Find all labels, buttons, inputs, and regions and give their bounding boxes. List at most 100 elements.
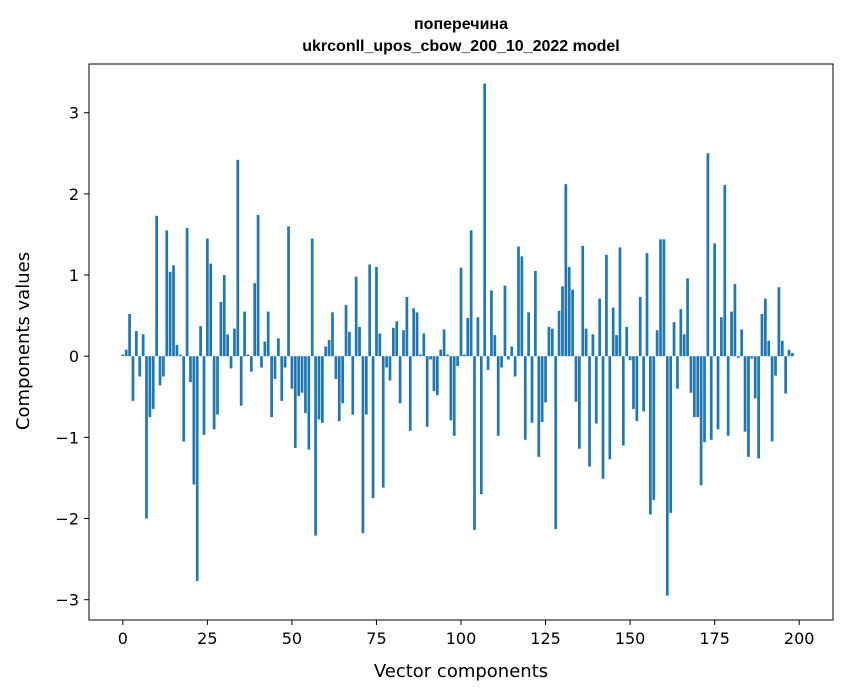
bar	[375, 266, 378, 357]
bar	[368, 264, 372, 357]
bar	[506, 356, 510, 360]
bar	[412, 308, 416, 357]
bar	[601, 356, 605, 479]
bar	[784, 356, 788, 394]
bar	[206, 238, 209, 357]
bar	[283, 356, 287, 368]
bar	[679, 309, 683, 357]
bar	[402, 330, 405, 357]
bar	[364, 356, 368, 415]
bar	[256, 214, 260, 357]
bar	[199, 326, 202, 357]
bar	[493, 335, 497, 357]
bar	[155, 215, 158, 357]
bar	[503, 285, 507, 357]
bar	[483, 83, 487, 357]
bar	[632, 356, 635, 409]
x-tick-label: 125	[530, 629, 561, 648]
bar	[578, 356, 581, 449]
bar	[625, 326, 629, 357]
bar	[740, 329, 744, 357]
bar	[381, 356, 385, 488]
bar	[615, 335, 618, 357]
bar	[266, 311, 270, 357]
bar	[371, 356, 375, 499]
y-axis-label: Components values	[13, 252, 34, 430]
bar	[243, 311, 246, 357]
x-tick-label: 200	[784, 629, 815, 648]
bar	[158, 356, 162, 386]
bar	[182, 356, 186, 442]
bar	[408, 356, 412, 431]
bar	[260, 356, 263, 368]
bar	[141, 334, 145, 357]
bar	[574, 356, 578, 402]
x-axis-ticks: 0 25 50 75 100 125 150 175 200	[118, 620, 815, 648]
bar	[331, 312, 334, 357]
bar	[304, 356, 307, 414]
bar	[388, 356, 392, 381]
bar	[151, 356, 155, 409]
bar	[324, 346, 328, 357]
bar	[195, 356, 199, 582]
bar	[341, 356, 344, 404]
bar	[246, 354, 250, 357]
bar	[564, 184, 568, 357]
bar	[686, 278, 689, 357]
bar	[791, 352, 794, 357]
bar	[584, 328, 588, 357]
x-tick-label: 50	[282, 629, 302, 648]
bar	[219, 301, 223, 357]
bar	[638, 296, 642, 357]
bar	[730, 311, 733, 357]
bar	[216, 356, 219, 415]
bar	[588, 356, 591, 467]
bar	[378, 333, 382, 357]
bar	[297, 356, 301, 396]
bar	[490, 290, 493, 357]
bar	[432, 356, 436, 392]
bar	[726, 356, 730, 436]
bar	[222, 275, 226, 357]
bars-group	[121, 83, 794, 596]
y-tick-label: −1	[55, 428, 79, 447]
bar	[743, 356, 747, 432]
bar	[534, 270, 537, 357]
bar	[239, 356, 243, 406]
bar	[611, 307, 615, 357]
bar	[172, 265, 175, 357]
y-tick-label: −2	[55, 510, 79, 529]
bar	[405, 296, 409, 357]
bar	[429, 356, 432, 360]
bar	[676, 356, 679, 389]
x-tick-label: 175	[699, 629, 730, 648]
bar	[635, 356, 639, 422]
bar	[392, 327, 395, 357]
bar	[567, 266, 571, 357]
bar	[419, 354, 422, 357]
bar	[750, 356, 754, 359]
bar	[787, 349, 791, 357]
bar	[185, 227, 189, 357]
bar	[652, 356, 656, 500]
bar	[682, 334, 686, 357]
bar	[463, 354, 466, 357]
x-tick-label: 75	[366, 629, 386, 648]
bar	[774, 356, 777, 376]
bar	[530, 356, 534, 423]
bar	[456, 356, 459, 366]
y-axis-ticks: −3 −2 −1 0 1 2 3	[55, 104, 89, 610]
bar	[466, 318, 470, 357]
bar	[351, 356, 355, 415]
bar	[628, 356, 632, 361]
bar	[361, 356, 365, 534]
bar	[723, 184, 727, 357]
bar	[287, 226, 290, 357]
bar	[716, 356, 720, 430]
bar	[777, 287, 781, 357]
bar	[696, 356, 700, 418]
bar	[764, 298, 767, 357]
bar	[486, 356, 490, 370]
bar	[709, 356, 713, 440]
x-tick-label: 100	[446, 629, 477, 648]
